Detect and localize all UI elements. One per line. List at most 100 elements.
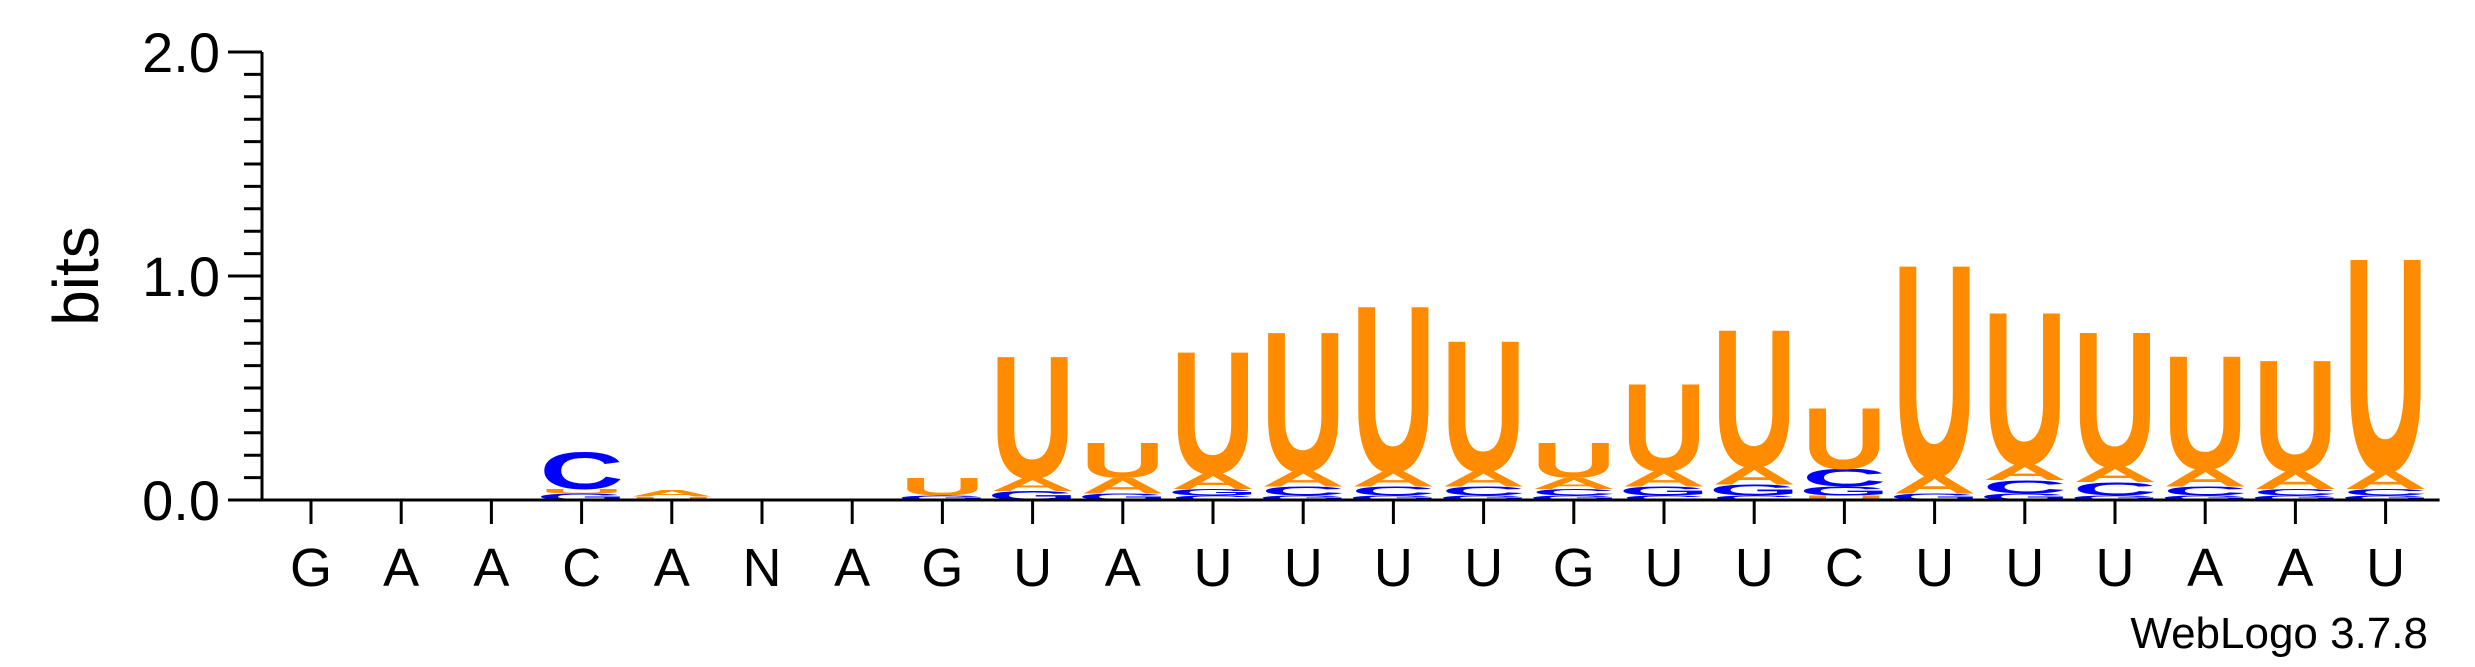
logo-letter-glyph: C — [2163, 484, 2247, 498]
logo-letter-glyph: A — [1892, 471, 1976, 499]
logo-letter-glyph: U — [2163, 322, 2247, 504]
logo-letter-glyph: A — [1983, 460, 2067, 485]
logo-letter-glyph: G — [1168, 487, 1259, 498]
x-tick-label: G — [921, 538, 963, 598]
x-tick-label: U — [1645, 538, 1684, 598]
logo-letter: A — [1441, 467, 1525, 492]
logo-letter-glyph: U — [1351, 255, 1435, 522]
x-tick-label: C — [562, 538, 601, 598]
x-tick-label: A — [473, 538, 509, 598]
x-tick-label: U — [1284, 538, 1323, 598]
logo-letter-glyph: U — [900, 473, 984, 501]
x-tick-label: N — [743, 538, 782, 598]
logo-letter-glyph: A — [630, 488, 714, 499]
logo-letter-glyph: U — [1171, 314, 1255, 511]
logo-letter-glyph: G — [1528, 494, 1619, 501]
logo-letter: G — [1348, 494, 1439, 501]
logo-letter-glyph: A — [1171, 469, 1255, 494]
logo-letter: U — [2343, 195, 2427, 537]
logo-letter: A — [2253, 466, 2337, 494]
logo-letter: U — [1351, 255, 1435, 522]
logo-letter-glyph: U — [990, 319, 1074, 516]
x-tick-label: G — [1553, 538, 1595, 598]
logo-letter-glyph: G — [1258, 494, 1349, 501]
logo-letter: G — [897, 494, 988, 501]
x-tick-label: U — [1735, 538, 1774, 598]
logo-letter: U — [1983, 267, 2067, 512]
logo-letter-glyph: C — [539, 441, 623, 500]
logo-letter: C — [1261, 484, 1345, 498]
logo-letter: U — [990, 319, 1074, 516]
x-tick-label: A — [2187, 538, 2223, 598]
logo-letter-glyph: C — [1532, 487, 1616, 498]
logo-letter-glyph: U — [1261, 290, 1345, 514]
logo-letter: C — [2163, 484, 2247, 498]
y-axis-label: bits — [40, 226, 112, 326]
logo-letter-glyph: C — [1622, 494, 1706, 501]
logo-letter: G — [2070, 494, 2161, 501]
logo-letter-glyph: G — [1348, 494, 1439, 501]
y-axis: 0.0 1.0 2.0 — [142, 21, 264, 532]
logo-letter: A — [2073, 462, 2157, 487]
logo-letter-glyph: C — [2253, 487, 2337, 498]
logo-letter: C — [1171, 494, 1255, 501]
weblogo-credit: WebLogo 3.7.8 — [2130, 609, 2428, 658]
logo-letter: U — [2253, 326, 2337, 505]
logo-letter-glyph: U — [1622, 357, 1706, 498]
logo-letter: G — [1619, 484, 1710, 498]
logo-letter: A — [1983, 460, 2067, 485]
logo-letter: C — [2253, 487, 2337, 498]
logo-letter: G — [2340, 494, 2431, 501]
logo-letter-glyph: G — [536, 491, 627, 502]
logo-letter: C — [1622, 494, 1706, 501]
logo-letter: C — [1532, 487, 1616, 498]
logo-letter: A — [1532, 475, 1616, 492]
logo-letter-glyph: G — [1979, 491, 2070, 502]
logo-letter-glyph: A — [1622, 467, 1706, 492]
y-tick-label: 1.0 — [142, 245, 220, 308]
x-tick-label: A — [1105, 538, 1141, 598]
logo-letter-glyph: U — [1983, 267, 2067, 512]
logo-letter-glyph: G — [2160, 494, 2251, 501]
logo-letter: G — [1258, 494, 1349, 501]
logo-letter: A — [1351, 467, 1435, 492]
logo-letter-glyph: U — [2343, 195, 2427, 537]
logo-letter: G — [1528, 494, 1619, 501]
logo-letter-glyph: U — [630, 496, 714, 501]
logo-letter-glyph: A — [990, 474, 1074, 495]
logo-letter: G — [1889, 491, 1980, 502]
logo-letter: A — [1171, 469, 1255, 494]
logo-letter: C — [1441, 484, 1525, 498]
logo-letter-glyph: U — [1892, 201, 1976, 540]
logo-letter-glyph: G — [2070, 494, 2161, 501]
logo-letter: A — [2163, 464, 2247, 492]
logo-letter-glyph: U — [1441, 303, 1525, 512]
logo-letter: G — [1709, 481, 1800, 498]
logo-letter-glyph: U — [1802, 390, 1886, 488]
logo-letter: U — [1802, 494, 1886, 501]
logo-letter-glyph: A — [2343, 466, 2427, 494]
y-tick-label: 2.0 — [142, 21, 220, 84]
logo-letter: U — [1622, 357, 1706, 498]
x-tick-label: G — [290, 538, 332, 598]
x-tick-label: U — [2005, 538, 2044, 598]
logo-letter: U — [1171, 314, 1255, 511]
logo-letter-glyph: G — [1709, 481, 1800, 498]
logo-letter: G — [1799, 484, 1890, 498]
logo-letter: G — [2250, 494, 2341, 501]
logo-letter: U — [900, 473, 984, 501]
logo-letter: C — [2343, 487, 2427, 498]
logo-letter-glyph: A — [1712, 462, 1796, 490]
logo-letter: A — [1081, 473, 1165, 498]
logo-letter: C — [539, 441, 623, 500]
logo-letter-glyph: C — [1351, 484, 1435, 498]
logo-letter: A — [1712, 462, 1796, 490]
logo-letter-glyph: G — [1619, 484, 1710, 498]
logo-letter-glyph: A — [1081, 473, 1165, 498]
logo-letter: U — [630, 496, 714, 501]
logo-letter-glyph: C — [1441, 484, 1525, 498]
logo-letter: A — [1261, 467, 1345, 492]
logo-letter-glyph: A — [2163, 464, 2247, 492]
